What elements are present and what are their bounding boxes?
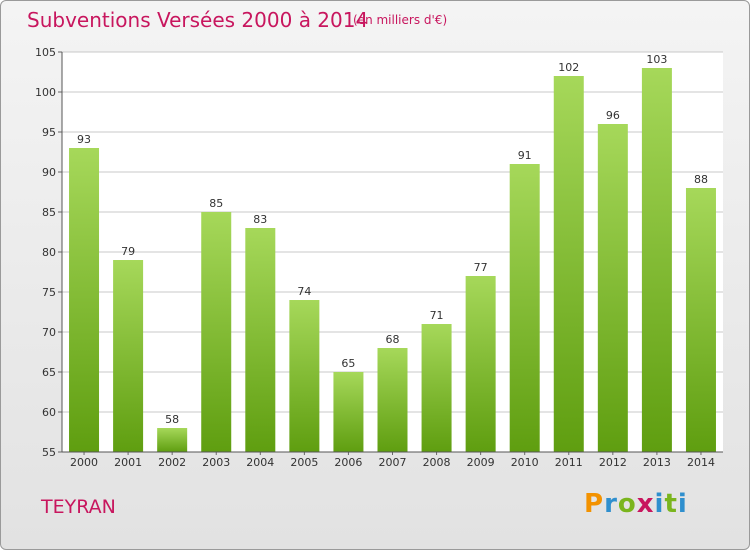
y-tick-label: 100 bbox=[35, 86, 56, 99]
bar bbox=[201, 212, 232, 452]
unit-note: (en milliers d'€) bbox=[353, 13, 448, 27]
x-tick-label: 2000 bbox=[70, 456, 98, 469]
y-tick-label: 60 bbox=[42, 406, 56, 419]
logo-letter: t bbox=[664, 489, 678, 519]
logo-letter: r bbox=[604, 489, 618, 519]
y-tick-label: 90 bbox=[42, 166, 56, 179]
x-tick-label: 2007 bbox=[379, 456, 407, 469]
logo-letter: i bbox=[677, 489, 688, 519]
x-tick-label: 2012 bbox=[599, 456, 627, 469]
data-label: 74 bbox=[297, 285, 311, 298]
bar bbox=[465, 276, 496, 452]
x-tick-label: 2008 bbox=[423, 456, 451, 469]
x-tick-label: 2004 bbox=[246, 456, 274, 469]
data-label: 77 bbox=[474, 261, 488, 274]
data-label: 103 bbox=[646, 53, 667, 66]
bar bbox=[245, 228, 276, 452]
bar bbox=[509, 164, 540, 452]
data-label: 88 bbox=[694, 173, 708, 186]
x-tick-label: 2013 bbox=[643, 456, 671, 469]
bar bbox=[421, 324, 452, 452]
data-label: 71 bbox=[430, 309, 444, 322]
bar bbox=[377, 348, 408, 452]
y-tick-label: 105 bbox=[35, 46, 56, 59]
bar bbox=[157, 428, 188, 452]
x-tick-label: 2014 bbox=[687, 456, 715, 469]
y-tick-label: 80 bbox=[42, 246, 56, 259]
bar bbox=[289, 300, 320, 452]
bar bbox=[69, 148, 100, 452]
x-tick-label: 2006 bbox=[334, 456, 362, 469]
data-label: 91 bbox=[518, 149, 532, 162]
data-label: 96 bbox=[606, 109, 620, 122]
bar bbox=[641, 68, 672, 452]
y-tick-label: 95 bbox=[42, 126, 56, 139]
x-tick-label: 2011 bbox=[555, 456, 583, 469]
proxiti-logo: Proxiti bbox=[584, 489, 688, 519]
chart-title: Subventions Versées 2000 à 2014 bbox=[27, 8, 369, 32]
data-label: 65 bbox=[341, 357, 355, 370]
x-tick-label: 2005 bbox=[290, 456, 318, 469]
logo-letter: i bbox=[654, 489, 665, 519]
data-label: 83 bbox=[253, 213, 267, 226]
data-label: 68 bbox=[386, 333, 400, 346]
x-tick-label: 2003 bbox=[202, 456, 230, 469]
y-tick-label: 75 bbox=[42, 286, 56, 299]
bar bbox=[333, 372, 364, 452]
data-label: 102 bbox=[558, 61, 579, 74]
bar bbox=[553, 76, 584, 452]
bar bbox=[597, 124, 628, 452]
logo-letter: P bbox=[584, 489, 605, 519]
y-tick-label: 65 bbox=[42, 366, 56, 379]
x-tick-label: 2001 bbox=[114, 456, 142, 469]
data-label: 58 bbox=[165, 413, 179, 426]
y-tick-label: 55 bbox=[42, 446, 56, 459]
logo-letter: o bbox=[617, 489, 637, 519]
commune-name: TEYRAN bbox=[41, 496, 116, 518]
logo-letter: x bbox=[636, 489, 655, 519]
data-label: 79 bbox=[121, 245, 135, 258]
bar bbox=[685, 188, 716, 452]
x-tick-label: 2002 bbox=[158, 456, 186, 469]
y-tick-label: 85 bbox=[42, 206, 56, 219]
data-label: 93 bbox=[77, 133, 91, 146]
y-tick-label: 70 bbox=[42, 326, 56, 339]
x-tick-label: 2010 bbox=[511, 456, 539, 469]
x-tick-label: 2009 bbox=[467, 456, 495, 469]
bar bbox=[113, 260, 144, 452]
data-label: 85 bbox=[209, 197, 223, 210]
